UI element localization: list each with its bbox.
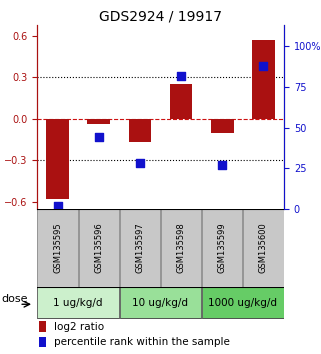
Bar [202, 287, 284, 318]
Bar [87, 119, 110, 125]
Bar [211, 119, 234, 133]
Text: GSM135598: GSM135598 [177, 222, 186, 273]
Point [178, 73, 184, 79]
Point [137, 160, 143, 166]
Bar [37, 287, 119, 318]
Text: GSM135595: GSM135595 [53, 222, 62, 273]
Point [261, 63, 266, 69]
Bar [120, 209, 160, 287]
Bar [161, 209, 201, 287]
Bar [129, 119, 151, 142]
Text: 1000 ug/kg/d: 1000 ug/kg/d [208, 298, 277, 308]
Bar [46, 119, 69, 199]
Bar [202, 209, 242, 287]
Text: GSM135600: GSM135600 [259, 222, 268, 273]
Point [96, 135, 101, 140]
Bar [252, 40, 275, 119]
Text: GSM135597: GSM135597 [135, 222, 144, 273]
Text: GSM135599: GSM135599 [218, 222, 227, 273]
Bar [170, 84, 192, 119]
Text: GSM135596: GSM135596 [94, 222, 103, 273]
Text: 1 ug/kg/d: 1 ug/kg/d [53, 298, 103, 308]
Bar [120, 287, 201, 318]
Text: dose: dose [2, 294, 28, 304]
Text: percentile rank within the sample: percentile rank within the sample [54, 337, 230, 347]
Point [220, 162, 225, 168]
Text: 10 ug/kg/d: 10 ug/kg/d [133, 298, 188, 308]
Bar [243, 209, 284, 287]
Bar [39, 321, 46, 332]
Bar [39, 337, 46, 347]
Bar [37, 209, 78, 287]
Bar [79, 209, 119, 287]
Title: GDS2924 / 19917: GDS2924 / 19917 [99, 10, 222, 24]
Point [55, 203, 60, 209]
Text: log2 ratio: log2 ratio [54, 321, 104, 332]
